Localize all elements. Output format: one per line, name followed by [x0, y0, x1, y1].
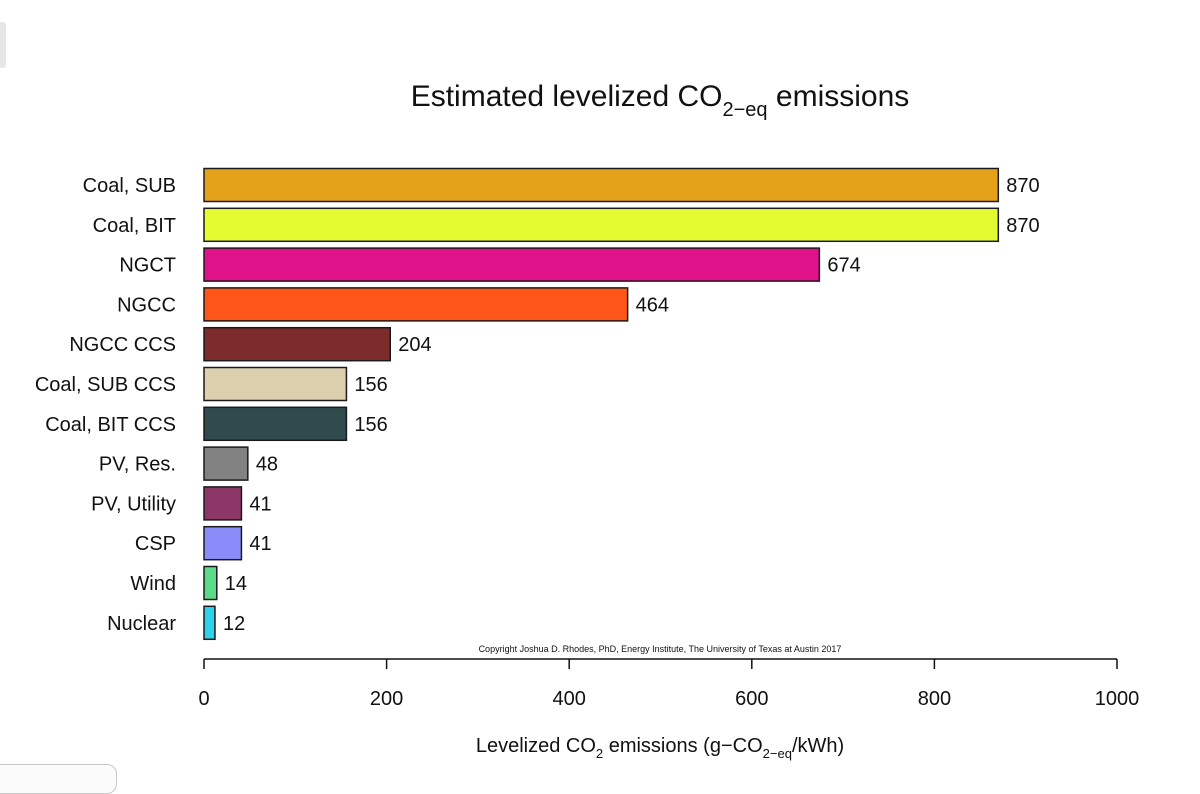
value-label: 41 [249, 533, 271, 555]
chart-title-rest: emissions [768, 80, 910, 113]
value-label: 12 [223, 613, 245, 635]
category-label: PV, Res. [99, 454, 176, 476]
category-labels: Coal, SUB Coal, BIT NGCT NGCC NGCC CCS Coal, … [35, 175, 176, 635]
bar [203, 605, 216, 641]
chart-title-main: Estimated levelized CO [411, 80, 723, 113]
x-axis-label: Levelized CO2 emissions (g−CO2−eq/kWh) [476, 735, 844, 761]
category-label: Coal, SUB [83, 175, 176, 197]
category-label: PV, Utility [91, 493, 176, 515]
bar [203, 486, 243, 521]
x-axis-label-sub1: 2 [596, 746, 603, 761]
x-axis-label-part2: emissions (g−CO [603, 735, 763, 757]
category-label: NGCT [119, 255, 176, 277]
value-label: 464 [636, 294, 669, 316]
chart-title: Estimated levelized CO2−eq emissions [411, 80, 910, 121]
copyright-annotation: Copyright Joshua D. Rhodes, PhD, Energy … [479, 644, 842, 654]
value-label: 156 [354, 414, 387, 436]
value-label: 674 [827, 255, 860, 277]
category-label: CSP [135, 533, 176, 555]
value-label: 48 [256, 454, 278, 476]
x-tick-label: 200 [370, 688, 403, 710]
x-tick-label: 800 [918, 688, 951, 710]
x-tick-label: 0 [198, 688, 209, 710]
category-label: Nuclear [107, 613, 176, 635]
chart-title-subscript: 2−eq [723, 99, 768, 121]
value-label: 41 [249, 493, 271, 515]
bar [203, 167, 1000, 203]
category-label: Coal, SUB CCS [35, 374, 176, 396]
bar [203, 326, 392, 362]
value-label: 14 [225, 573, 247, 595]
category-label: NGCC CCS [69, 334, 176, 356]
x-axis-ticks: 0 200 400 600 800 1000 [198, 659, 1139, 710]
category-label: NGCC [117, 294, 176, 316]
x-tick-label: 1000 [1095, 688, 1140, 710]
x-tick-label: 600 [735, 688, 768, 710]
bar [203, 366, 348, 402]
value-label: 870 [1006, 175, 1039, 197]
bar [203, 207, 1000, 243]
bar [203, 446, 249, 481]
value-label: 156 [354, 374, 387, 396]
bar [203, 247, 821, 282]
bar [203, 287, 629, 322]
corner-control-widget[interactable] [0, 764, 117, 794]
x-axis-label-sub2: 2−eq [763, 746, 792, 761]
value-label: 204 [398, 334, 431, 356]
bar [203, 565, 218, 601]
bars-group [203, 167, 1000, 641]
category-label: Wind [130, 573, 176, 595]
x-tick-label: 400 [553, 688, 586, 710]
x-axis-label-part3: /kWh) [792, 735, 844, 757]
x-axis-label-part1: Levelized CO [476, 735, 596, 757]
bar [203, 525, 243, 561]
category-label: Coal, BIT [93, 215, 176, 237]
category-label: Coal, BIT CCS [45, 414, 176, 436]
left-edge-fragment [0, 22, 6, 68]
value-label: 870 [1006, 215, 1039, 237]
bar [203, 406, 348, 442]
